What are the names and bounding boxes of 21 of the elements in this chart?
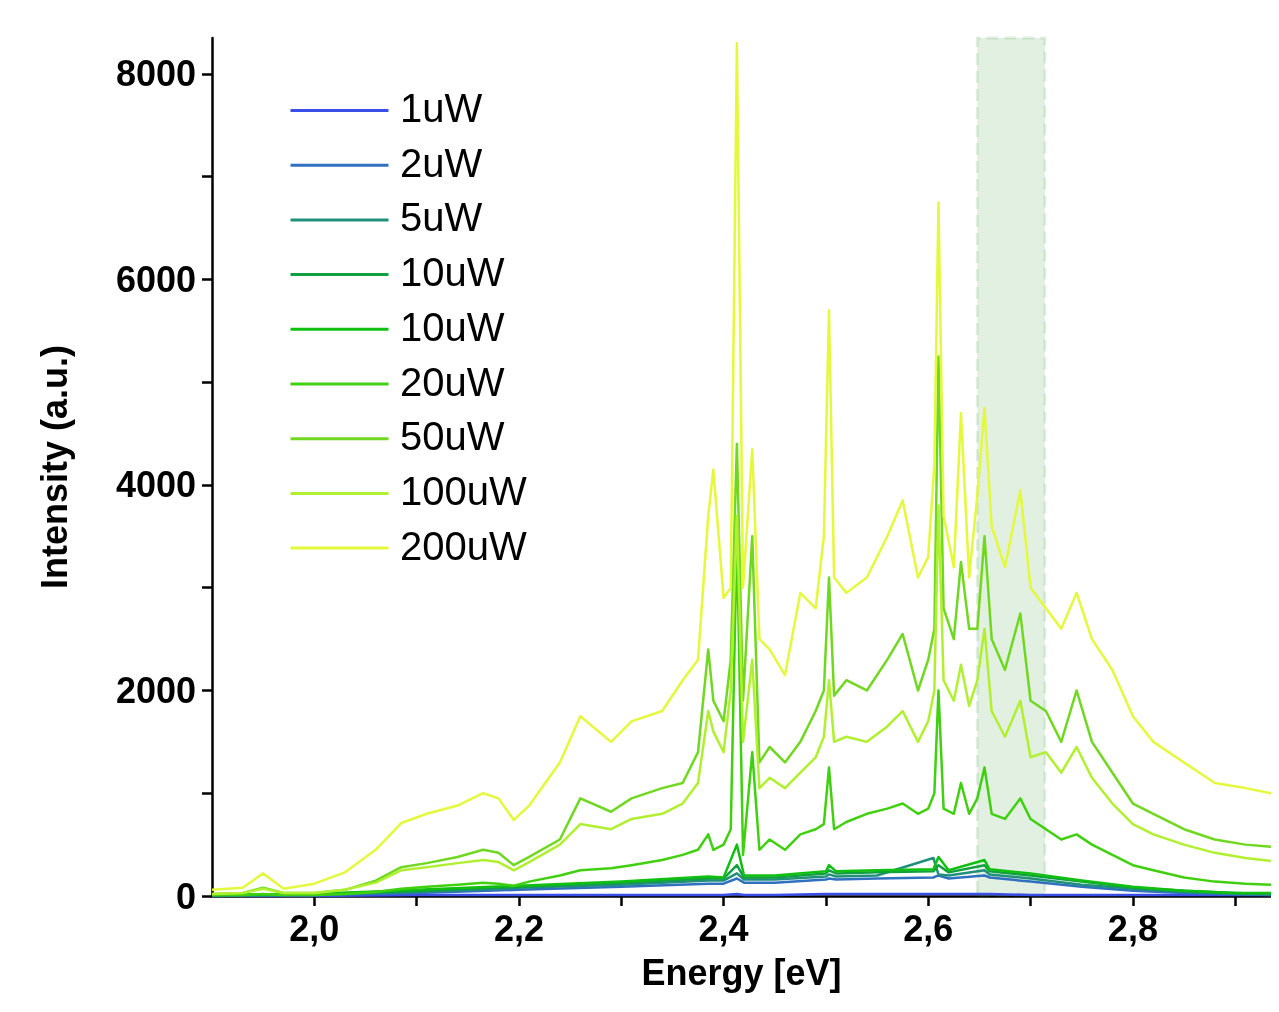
x-axis-title: Energy [eV] (641, 951, 842, 993)
y-tick-label: 8000 (115, 53, 196, 95)
x-tick-label: 2,6 (903, 907, 954, 949)
y-axis-title: Intensity (a.u.) (33, 344, 75, 590)
x-tick-label: 2,0 (289, 907, 340, 949)
legend-label: 1uW (400, 86, 483, 130)
legend-label: 10uW (400, 304, 505, 349)
legend-label: 2uW (400, 140, 483, 185)
y-tick-label: 4000 (115, 464, 196, 506)
legend-label: 20uW (400, 359, 505, 404)
legend-label: 10uW (400, 250, 505, 295)
x-tick-label: 2,2 (493, 907, 544, 949)
y-tick-label: 6000 (115, 258, 196, 300)
x-tick-label: 2,4 (698, 907, 749, 949)
x-tick-label: 2,8 (1107, 907, 1158, 949)
y-tick-label: 0 (175, 875, 196, 917)
legend-label: 5uW (400, 195, 483, 240)
legend-label: 50uW (400, 414, 505, 459)
y-tick-label: 2000 (115, 669, 196, 711)
legend-label: 200uW (400, 523, 527, 568)
legend-label: 100uW (400, 468, 527, 513)
